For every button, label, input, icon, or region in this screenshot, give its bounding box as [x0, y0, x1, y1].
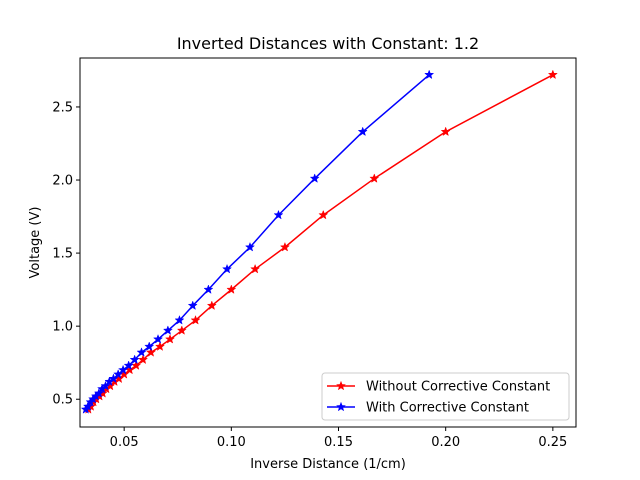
x-tick-label: 0.10 [217, 435, 246, 450]
data-point [318, 209, 329, 220]
y-tick-label: 1.0 [52, 320, 73, 335]
y-tick-label: 0.5 [52, 393, 73, 408]
plot-area [80, 58, 576, 427]
data-point [206, 300, 217, 311]
data-point [279, 241, 290, 252]
data-point [152, 334, 164, 344]
series-with-corrective-constant [80, 69, 435, 414]
legend-label: Without Corrective Constant [366, 380, 550, 395]
data-point [250, 263, 261, 274]
data-point [547, 69, 558, 80]
y-axis-ticks: 0.5 1.0 1.5 2.0 2.5 [52, 100, 80, 408]
data-point [174, 315, 185, 325]
data-point [104, 376, 115, 386]
x-tick-label: 0.25 [538, 435, 567, 450]
data-point [144, 341, 155, 351]
data-point [136, 347, 147, 357]
x-tick-label: 0.20 [431, 435, 460, 450]
y-axis-label: Voltage (V) [28, 207, 43, 279]
data-point [440, 126, 451, 137]
data-point [164, 334, 176, 344]
data-point [162, 325, 173, 335]
legend: Without Corrective Constant With Correcti… [321, 372, 570, 421]
data-point [85, 396, 96, 407]
data-point [357, 126, 368, 137]
data-point [244, 241, 256, 252]
legend-entries: Without Corrective Constant With Correcti… [327, 380, 550, 416]
x-tick-label: 0.05 [110, 435, 139, 450]
x-axis-label: Inverse Distance (1/cm) [250, 457, 406, 472]
x-axis-ticks: 0.05 0.10 0.15 0.20 0.25 [110, 427, 567, 450]
y-tick-label: 1.5 [52, 247, 73, 262]
y-tick-label: 2.0 [52, 174, 73, 189]
data-point [226, 284, 237, 294]
data-point [176, 325, 187, 335]
chart-title: Inverted Distances with Constant: 1.2 [177, 34, 479, 53]
data-point [129, 354, 140, 365]
data-point [97, 383, 108, 394]
data-point [118, 364, 129, 375]
data-point [123, 360, 134, 370]
legend-box [321, 372, 570, 421]
data-point [137, 354, 149, 365]
data-point [113, 369, 124, 379]
x-tick-label: 0.15 [324, 435, 353, 450]
y-tick-label: 2.5 [52, 100, 73, 115]
data-point [145, 347, 156, 357]
legend-label: With Corrective Constant [366, 401, 529, 416]
data-point [80, 404, 91, 414]
data-point [273, 209, 284, 220]
legend-marker [335, 401, 347, 412]
data-point [369, 173, 380, 183]
data-point [190, 315, 201, 325]
legend-marker [335, 380, 347, 391]
axes-frame [79, 57, 577, 428]
series-layer [80, 69, 558, 414]
data-point [424, 69, 435, 80]
data-point [309, 173, 320, 183]
data-point [221, 263, 233, 274]
data-point [203, 284, 214, 294]
data-point [187, 300, 198, 311]
data-point [154, 341, 166, 351]
